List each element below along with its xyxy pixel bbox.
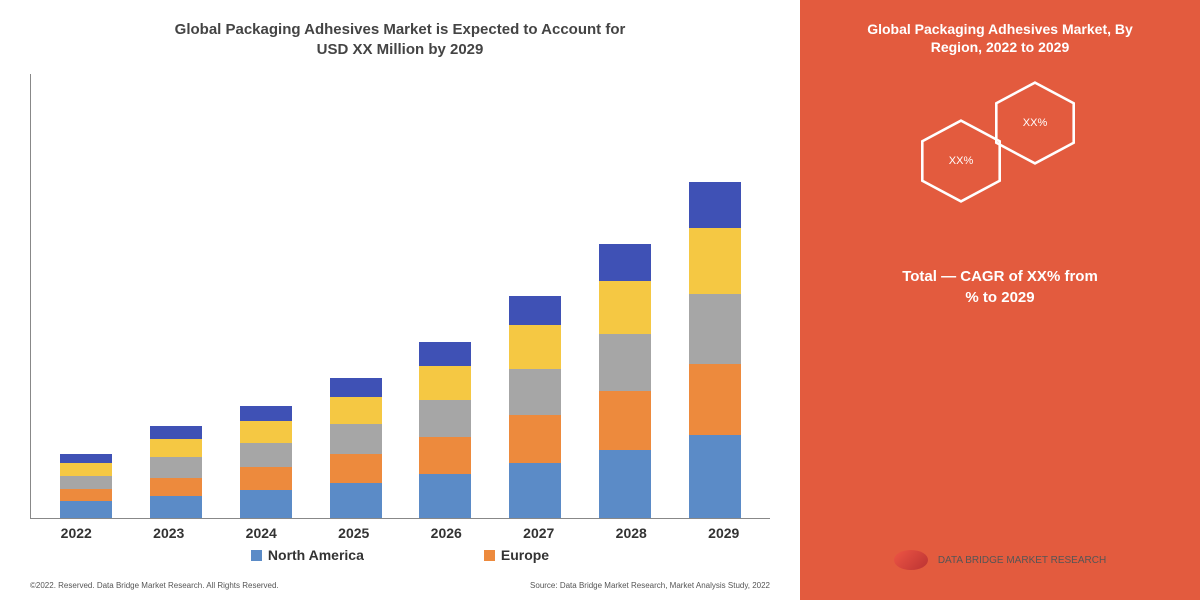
x-axis-label: 2023 [143,525,195,541]
bar-segment [240,421,292,443]
bar-segment [419,437,471,474]
source-text: Source: Data Bridge Market Research, Mar… [530,581,770,590]
bar-segment [150,426,202,439]
bar-segment [599,281,651,334]
bar-segment [419,474,471,518]
bar-segment [240,467,292,491]
x-axis-label: 2029 [698,525,750,541]
legend-swatch [251,550,262,561]
stacked-bar [599,244,651,518]
bar-column [60,454,112,518]
summary-title: Global Packaging Adhesives Market, By Re… [867,20,1133,56]
x-axis-label: 2028 [605,525,657,541]
bar-segment [330,483,382,518]
legend-label: North America [268,547,364,563]
bar-segment [509,369,561,415]
bar-segment [509,325,561,369]
legend-label: Europe [501,547,549,563]
bar-segment [599,450,651,518]
bar-segment [60,454,112,463]
bar-column [330,378,382,518]
hexagon-right: XX% [992,78,1078,168]
bar-segment [150,439,202,457]
bar-segment [689,435,741,518]
bar-segment [689,228,741,294]
x-axis-label: 2025 [328,525,380,541]
bars-container [41,84,760,518]
cagr-line2: % to 2029 [965,289,1034,306]
bar-segment [150,457,202,477]
bar-segment [599,391,651,450]
legend-item-europe: Europe [484,547,549,563]
hexagon-label: XX% [1023,117,1047,129]
stacked-bar [240,406,292,518]
stacked-bar [509,296,561,518]
bar-column [150,426,202,518]
bar-column [689,182,741,518]
bar-segment [330,424,382,453]
bar-segment [150,478,202,496]
bar-segment [509,296,561,325]
bar-segment [689,294,741,364]
bar-segment [60,489,112,502]
footer-notes: ©2022. Reserved. Data Bridge Market Rese… [30,581,770,590]
bar-segment [509,415,561,463]
bar-segment [240,406,292,421]
bar-segment [240,490,292,518]
chart-plot-area [30,74,770,519]
hexagon-label: XX% [949,155,973,167]
bar-segment [60,476,112,489]
x-axis-label: 2024 [235,525,287,541]
bar-segment [509,463,561,518]
bar-column [419,342,471,518]
stacked-bar [60,454,112,518]
legend-item-north-america: North America [251,547,364,563]
bar-segment [689,364,741,436]
cagr-line1: Total — CAGR of XX% from [902,268,1098,285]
stacked-bar [330,378,382,518]
chart-title-line2: USD XX Million by 2029 [317,41,484,58]
stacked-bar [689,182,741,518]
stacked-bar [150,426,202,518]
legend-swatch [484,550,495,561]
chart-panel: Global Packaging Adhesives Market is Exp… [0,0,800,600]
x-axis-label: 2026 [420,525,472,541]
bar-segment [419,366,471,401]
bar-segment [689,182,741,228]
chart-title: Global Packaging Adhesives Market is Exp… [30,20,770,59]
cagr-text: Total — CAGR of XX% from % to 2029 [902,266,1098,308]
copyright-text: ©2022. Reserved. Data Bridge Market Rese… [30,581,279,590]
chart-legend: North America Europe [30,547,770,563]
hexagon-graphic: XX% XX% [910,76,1090,236]
bar-segment [599,244,651,281]
bar-segment [240,443,292,467]
brand-footer: DATA BRIDGE MARKET RESEARCH [894,550,1106,580]
bar-segment [60,463,112,476]
bar-segment [60,501,112,518]
stacked-bar [419,342,471,518]
brand-text: DATA BRIDGE MARKET RESEARCH [938,555,1106,566]
x-axis: 2022 2023 2024 2025 2026 2027 2028 2029 [30,525,770,541]
bar-segment [419,400,471,437]
summary-panel: Global Packaging Adhesives Market, By Re… [800,0,1200,600]
x-axis-label: 2027 [513,525,565,541]
x-axis-label: 2022 [50,525,102,541]
bar-column [599,244,651,518]
chart-title-line1: Global Packaging Adhesives Market is Exp… [175,21,626,38]
bar-segment [330,454,382,483]
summary-title-line1: Global Packaging Adhesives Market, By [867,21,1133,37]
bar-segment [150,496,202,518]
bar-segment [330,397,382,425]
bar-segment [419,342,471,366]
bar-segment [330,378,382,396]
bar-segment [599,334,651,391]
bar-column [240,406,292,518]
bar-column [509,296,561,518]
summary-title-line2: Region, 2022 to 2029 [931,39,1070,55]
brand-logo-icon [894,550,928,570]
